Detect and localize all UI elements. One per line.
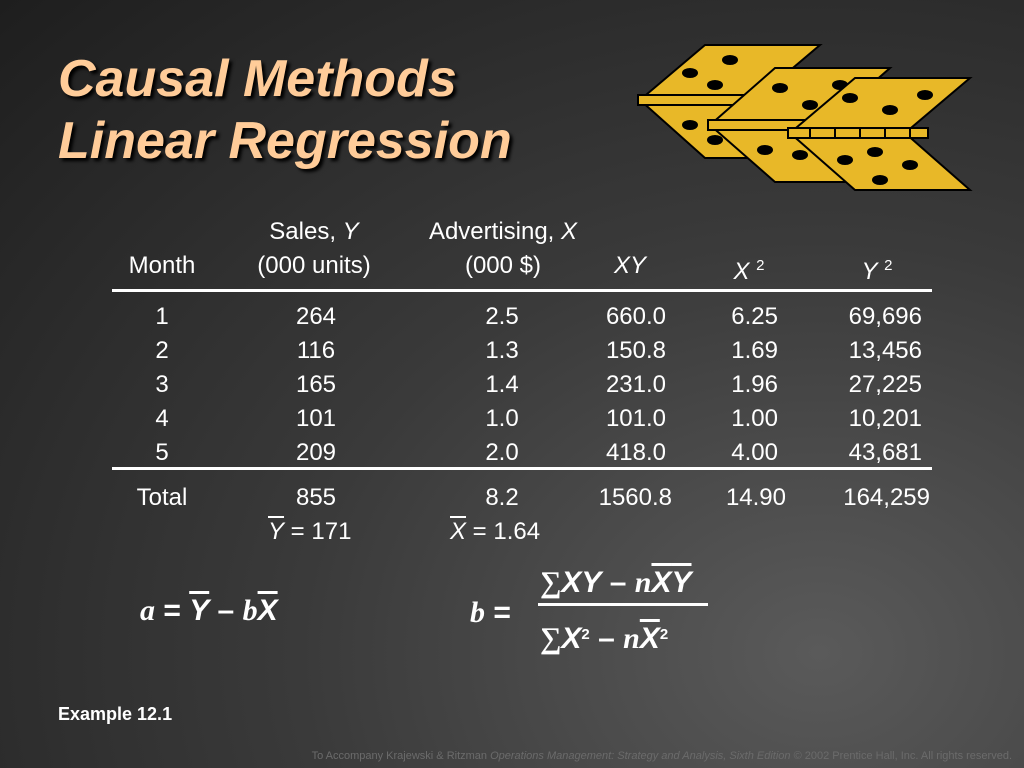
cell-xy: 101.0 <box>605 405 666 432</box>
header-adv-line1: Advertising, X <box>428 218 578 245</box>
header-advertising: Advertising, X (000 $) <box>400 218 606 280</box>
cell-month: 2 <box>155 337 169 364</box>
cell-xy: 231.0 <box>605 371 666 398</box>
header-month: Month <box>110 252 214 280</box>
total-xy: 1560.8 <box>598 484 672 511</box>
header-xy: XY <box>613 252 646 279</box>
copyright-footer: To Accompany Krajewski & Ritzman Operati… <box>311 750 1012 762</box>
cell-x2: 1.69 <box>731 337 778 364</box>
cell-xy: 418.0 <box>605 439 666 466</box>
cell-adv: 2.0 <box>485 439 519 466</box>
column-advertising: 2.5 1.3 1.4 1.0 2.0 <box>460 300 544 470</box>
column-xy: 660.0 150.8 231.0 101.0 418.0 <box>570 300 666 470</box>
header-sales-line2: (000 units) <box>257 252 371 279</box>
cell-y2: 43,681 <box>848 439 922 466</box>
header-adv-line2: (000 $) <box>464 252 542 279</box>
cell-sales: 209 <box>295 439 337 466</box>
cell-month: 1 <box>155 303 169 330</box>
cell-y2: 69,696 <box>848 303 922 330</box>
header-sales: Sales, Y (000 units) <box>232 218 396 280</box>
total-sales: 855 <box>295 484 337 511</box>
mean-x-symbol: X <box>450 518 467 545</box>
title-line-1: Causal Methods <box>58 50 457 108</box>
title-line-2: Linear Regression <box>58 112 512 170</box>
formula-b-numerator: ∑XY – nXY <box>540 566 692 599</box>
cell-adv: 2.5 <box>485 303 519 330</box>
cell-x2: 6.25 <box>731 303 778 330</box>
mean-x-value: = 1.64 <box>466 518 541 545</box>
cell-month: 4 <box>155 405 169 432</box>
column-x-squared: 6.25 1.69 1.96 1.00 4.00 <box>690 300 778 470</box>
cell-sales: 116 <box>296 337 336 364</box>
cell-sales: 264 <box>295 303 337 330</box>
formula-b-lhs: b = <box>470 596 511 629</box>
total-x-squared: 14.90 <box>725 484 786 511</box>
total-y-squared: 164,259 <box>843 484 930 511</box>
formula-b-denominator: ∑X2 – nX2 <box>540 622 669 655</box>
cell-x2: 4.00 <box>731 439 778 466</box>
totals-rule <box>112 467 932 470</box>
header-month-label: Month <box>128 252 196 279</box>
total-advertising: 8.2 <box>485 484 519 511</box>
column-y-squared: 69,696 13,456 27,225 10,201 43,681 <box>800 300 922 470</box>
hinged-dice-icon <box>637 44 973 191</box>
header-y-squared: Y 2 <box>861 257 893 285</box>
column-month: 1 2 3 4 5 <box>120 300 204 470</box>
hinge-panel-3 <box>787 77 973 191</box>
cell-x2: 1.00 <box>731 405 778 432</box>
cell-xy: 150.8 <box>605 337 666 364</box>
mean-y-symbol: Y <box>268 518 285 545</box>
mean-x: X = 1.64 <box>450 518 540 546</box>
example-label: Example 12.1 <box>58 704 173 724</box>
cell-month: 3 <box>155 371 169 398</box>
formula-a: a = Y – bX <box>140 594 278 627</box>
cell-adv: 1.3 <box>485 337 519 364</box>
total-label: Total <box>136 484 188 511</box>
cell-month: 5 <box>155 439 169 466</box>
cell-adv: 1.0 <box>485 405 519 432</box>
header-x-squared: X 2 <box>733 257 765 285</box>
column-sales: 264 116 165 101 209 <box>274 300 358 470</box>
fraction-bar <box>538 603 708 606</box>
slide-title: Causal Methods Linear Regression <box>58 48 512 172</box>
cell-y2: 13,456 <box>848 337 922 364</box>
cell-adv: 1.4 <box>485 371 519 398</box>
cell-sales: 101 <box>295 405 337 432</box>
cell-sales: 165 <box>295 371 337 398</box>
header-rule <box>112 289 932 292</box>
cell-xy: 660.0 <box>605 303 666 330</box>
cell-y2: 10,201 <box>848 405 922 432</box>
mean-y: Y = 171 <box>268 518 351 546</box>
cell-x2: 1.96 <box>731 371 778 398</box>
header-sales-line1: Sales, Y <box>269 218 359 245</box>
mean-y-value: = 171 <box>284 518 352 545</box>
cell-y2: 27,225 <box>848 371 922 398</box>
